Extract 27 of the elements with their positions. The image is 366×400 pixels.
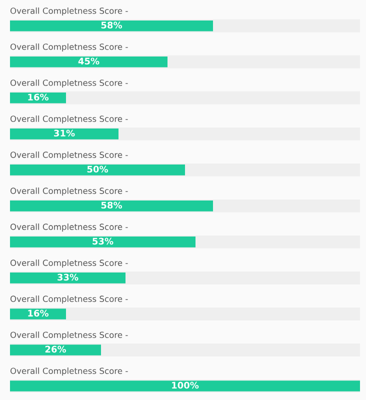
data-label: 58% [101,202,122,209]
data-label: 50% [87,166,108,173]
bar [10,344,101,356]
y-tick-label: Overall Completness Score - [10,43,128,52]
data-label: 16% [28,310,49,317]
y-tick-label: Overall Completness Score - [10,188,128,196]
y-tick-label: Overall Completness Score - [10,368,128,376]
data-label: 16% [28,94,49,101]
y-tick-label: Overall Completness Score - [10,79,128,88]
y-tick-label: Overall Completness Score - [10,260,128,268]
data-label: 53% [92,238,114,245]
bar [10,308,66,320]
data-label: 26% [45,346,66,353]
data-label: 31% [54,130,75,137]
data-label: 58% [101,22,122,29]
data-label: 45% [78,58,100,65]
bar [10,92,66,104]
y-tick-label: Overall Completness Score - [10,224,128,232]
y-tick-label: Overall Completness Score - [10,115,128,124]
y-tick-label: Overall Completness Score - [10,151,128,160]
data-label: 33% [58,274,78,281]
y-tick-label: Overall Completness Score - [10,7,128,16]
bar [10,272,126,284]
bar [10,128,118,140]
data-label: 100% [172,382,199,389]
y-tick-label: Overall Completness Score - [10,296,128,304]
y-tick-label: Overall Completness Score - [10,332,128,340]
